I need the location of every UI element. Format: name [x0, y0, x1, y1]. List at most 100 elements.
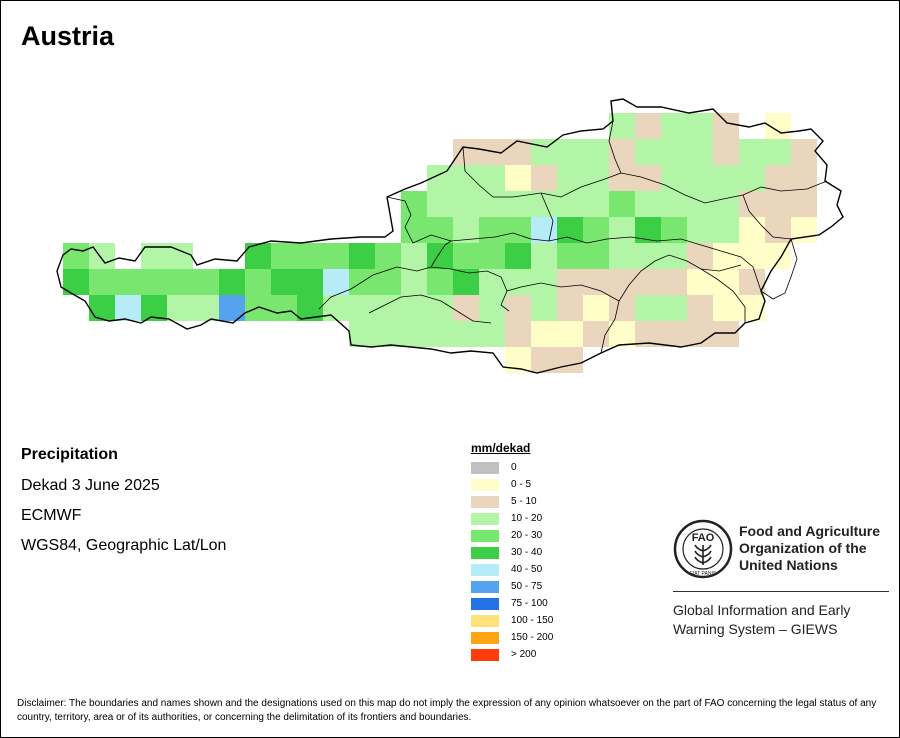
legend-label: 150 - 200	[511, 632, 554, 643]
legend-rows: 0 0 - 5 5 - 10 10 - 20 20 - 30 30 - 40 40 - 50…	[471, 459, 553, 663]
disclaimer-text: Disclaimer: The boundaries and names sho…	[17, 698, 877, 723]
grid-cell	[349, 321, 375, 347]
legend-swatch	[471, 546, 499, 559]
grid-cell	[687, 165, 713, 191]
legend-swatch	[471, 563, 499, 576]
grid-cell	[349, 295, 375, 321]
projection-label: WGS84, Geographic Lat/Lon	[21, 537, 227, 554]
legend-swatch	[471, 631, 499, 644]
country-border	[56, 98, 844, 374]
grid-cell	[271, 295, 297, 321]
grid-cell	[453, 165, 479, 191]
grid-cell	[635, 165, 661, 191]
grid-cell	[557, 347, 583, 373]
legend-title: mm/dekad	[471, 441, 531, 455]
legend-swatch	[471, 648, 499, 661]
grid-cell	[635, 191, 661, 217]
grid-cell	[635, 139, 661, 165]
grid-cell	[89, 295, 115, 321]
fao-divider	[673, 591, 889, 592]
grid-cell	[635, 243, 661, 269]
grid-cell	[297, 243, 323, 269]
fao-name-line-3: United Nations	[739, 557, 838, 573]
grid-cell	[661, 139, 687, 165]
grid-cell	[479, 165, 505, 191]
grid-cell	[609, 321, 635, 347]
legend-label: 20 - 30	[511, 530, 543, 541]
grid-cell	[401, 321, 427, 347]
grid-cell	[661, 269, 687, 295]
giews-line-1: Global Information and Early	[673, 602, 851, 618]
grid-cell	[479, 217, 505, 243]
grid-cell	[453, 321, 479, 347]
legend-item: 30 - 40	[471, 544, 553, 561]
grid-cell	[505, 165, 531, 191]
legend-swatch	[471, 461, 499, 474]
giews-line-2: Warning System – GIEWS	[673, 621, 838, 637]
grid-cell	[427, 295, 453, 321]
legend-swatch	[471, 495, 499, 508]
legend-item: 50 - 75	[471, 578, 553, 595]
grid-cell	[713, 269, 739, 295]
grid-cell	[141, 269, 167, 295]
grid-cell	[401, 269, 427, 295]
grid-cell	[583, 217, 609, 243]
grid-cell	[349, 243, 375, 269]
fao-logo-letters: FAO	[692, 532, 715, 544]
legend-label: > 200	[511, 649, 537, 660]
legend-label: 30 - 40	[511, 547, 543, 558]
grid-cell	[713, 139, 739, 165]
legend-item: 10 - 20	[471, 510, 553, 527]
grid-cell	[713, 113, 739, 139]
source-label: ECMWF	[21, 507, 82, 524]
legend-item: 100 - 150	[471, 612, 553, 629]
map-title: Austria	[21, 21, 115, 51]
grid-cell	[531, 295, 557, 321]
grid-cell	[375, 243, 401, 269]
state-borders	[318, 120, 828, 354]
grid-cell	[115, 269, 141, 295]
fao-logo-motto: FIAT PANIS	[690, 571, 717, 577]
grid-cell	[713, 321, 739, 347]
grid-cell	[531, 191, 557, 217]
grid-cell	[687, 295, 713, 321]
grid-cell	[791, 191, 817, 217]
grid-cell	[609, 269, 635, 295]
grid-cell	[271, 243, 297, 269]
grid-cell	[635, 113, 661, 139]
fao-organization-name: Food and Agriculture Organization of the…	[739, 523, 880, 574]
grid-cell	[505, 321, 531, 347]
grid-cell	[245, 269, 271, 295]
grid-cell	[765, 191, 791, 217]
grid-cell	[505, 243, 531, 269]
legend-item: 5 - 10	[471, 493, 553, 510]
grid-cell	[791, 139, 817, 165]
grid-cell	[323, 243, 349, 269]
grid-cell	[739, 217, 765, 243]
grid-cell	[583, 321, 609, 347]
grid-cell	[557, 217, 583, 243]
legend-label: 75 - 100	[511, 598, 548, 609]
grid-cell	[531, 269, 557, 295]
grid-cell	[479, 295, 505, 321]
grid-cell	[609, 191, 635, 217]
grid-cell	[167, 295, 193, 321]
grid-cell	[661, 217, 687, 243]
grid-cell	[583, 243, 609, 269]
fao-name-line-2: Organization of the	[739, 540, 867, 556]
grid-cell	[479, 191, 505, 217]
grid-cell	[401, 217, 427, 243]
grid-cell	[687, 191, 713, 217]
legend-swatch	[471, 478, 499, 491]
fao-name-line-1: Food and Agriculture	[739, 523, 881, 539]
grid-cell	[557, 243, 583, 269]
grid-cell	[609, 243, 635, 269]
grid-cell	[661, 295, 687, 321]
grid-cell	[661, 165, 687, 191]
grid-cell	[427, 321, 453, 347]
grid-cell	[765, 139, 791, 165]
grid-cell	[791, 165, 817, 191]
grid-cell	[427, 191, 453, 217]
